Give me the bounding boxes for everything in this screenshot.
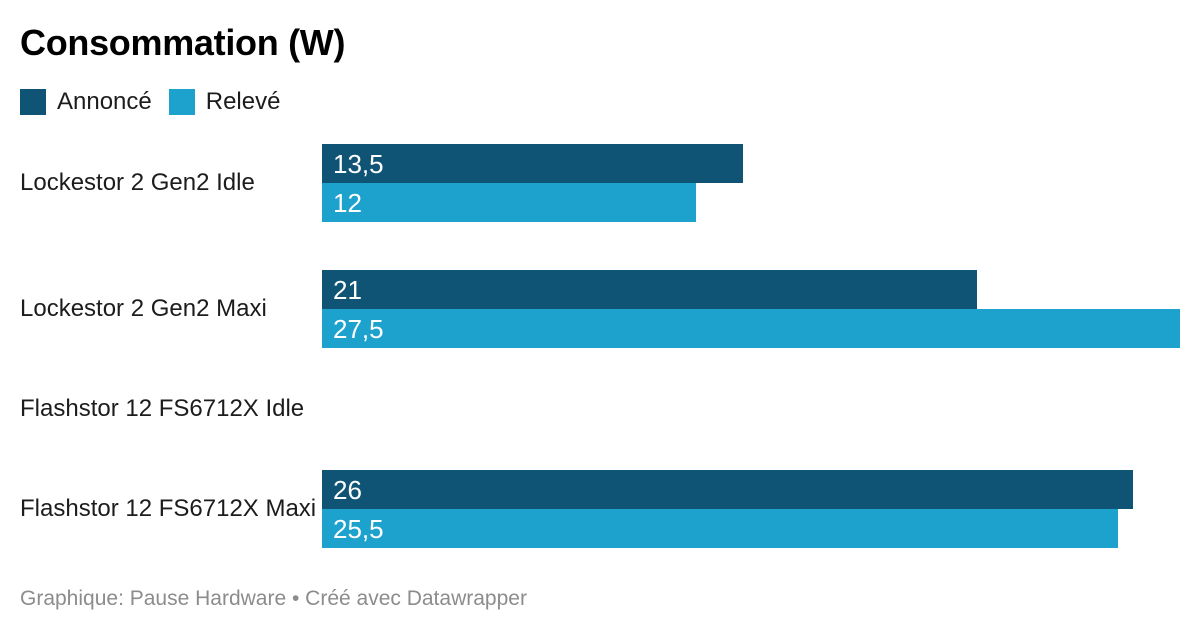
legend-swatch-releve-icon bbox=[168, 89, 195, 115]
chart-row: Flashstor 12 FS6712X Idle bbox=[0, 396, 1200, 422]
chart-rows: Lockestor 2 Gen2 Idle 13,5 12 Lockestor 2 G… bbox=[0, 144, 1200, 548]
bar-annonce: 26 bbox=[322, 470, 1133, 509]
category-label: Lockestor 2 Gen2 Idle bbox=[20, 169, 255, 196]
legend-item-annonce: Annoncé bbox=[20, 89, 152, 115]
bar-releve: 27,5 bbox=[322, 309, 1180, 348]
bar-annonce: 21 bbox=[322, 270, 977, 309]
bar-group: 26 25,5 bbox=[322, 470, 1133, 548]
bar-releve: 25,5 bbox=[322, 509, 1118, 548]
bar-value-label: 27,5 bbox=[333, 313, 384, 344]
bar-value-label: 25,5 bbox=[333, 513, 384, 544]
chart-row: Flashstor 12 FS6712X Maxi 26 25,5 bbox=[0, 470, 1200, 548]
category-label: Flashstor 12 FS6712X Idle bbox=[20, 395, 305, 422]
legend-label-annonce: Annoncé bbox=[57, 88, 152, 115]
legend-item-releve: Relevé bbox=[168, 88, 281, 115]
bar-group: 13,5 12 bbox=[322, 144, 743, 222]
category-label: Flashstor 12 FS6712X Maxi bbox=[20, 495, 317, 522]
bar-value-label: 26 bbox=[333, 474, 362, 505]
bar-releve: 12 bbox=[322, 183, 696, 222]
bar-annonce: 13,5 bbox=[322, 144, 743, 183]
bar-group: 21 27,5 bbox=[322, 270, 1180, 348]
legend: Annoncé Relevé bbox=[20, 89, 1200, 115]
chart-row: Lockestor 2 Gen2 Idle 13,5 12 bbox=[0, 144, 1200, 222]
category-label: Lockestor 2 Gen2 Maxi bbox=[20, 295, 267, 322]
bar-value-label: 12 bbox=[333, 187, 362, 218]
bar-value-label: 13,5 bbox=[333, 148, 384, 179]
chart-row: Lockestor 2 Gen2 Maxi 21 27,5 bbox=[0, 270, 1200, 348]
chart-title: Consommation (W) bbox=[20, 22, 346, 63]
chart-footer: Graphique: Pause Hardware • Créé avec Da… bbox=[20, 587, 527, 610]
bar-value-label: 21 bbox=[333, 274, 362, 305]
legend-swatch-annonce-icon bbox=[20, 89, 46, 115]
legend-label-releve: Relevé bbox=[205, 88, 281, 115]
